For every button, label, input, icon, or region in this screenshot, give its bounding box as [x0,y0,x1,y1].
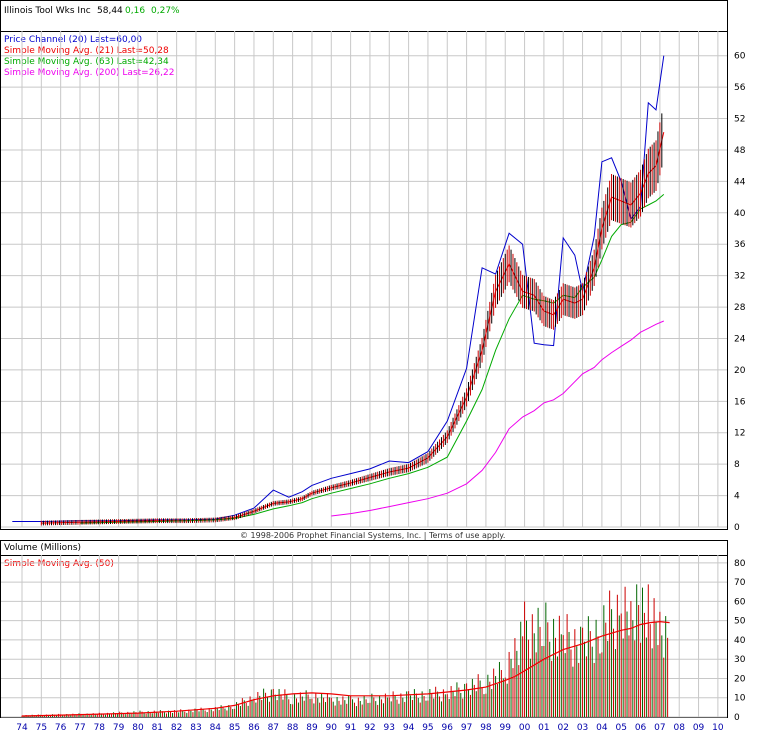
x-tick-label: 92 [364,723,375,733]
x-tick-label: 00 [519,723,531,733]
volume-y-tick-label: 60 [734,597,746,607]
volume-chart-panel: Volume (Millions) Simple Moving Avg. (50… [0,540,728,718]
price-change-percent: 0,27% [151,6,180,16]
x-tick-label: 80 [132,723,144,733]
x-tick-label: 89 [306,723,318,733]
legend-price-channel: Price Channel (20) Last=60,00 [4,35,143,45]
legend-sma-200: Simple Moving Avg. (200) Last=26,22 [4,68,175,78]
price-y-tick-label: 48 [734,146,746,156]
x-tick-label: 74 [16,723,28,733]
x-tick-label: 77 [74,723,85,733]
x-tick-label: 08 [673,723,685,733]
x-tick-label: 85 [229,723,240,733]
price-y-tick-label: 24 [734,334,746,344]
x-tick-label: 82 [171,723,182,733]
x-tick-label: 76 [55,723,67,733]
volume-y-tick-label: 20 [734,674,746,684]
x-tick-label: 10 [712,723,724,733]
x-tick-label: 83 [190,723,201,733]
volume-y-tick-label: 10 [734,694,746,704]
x-tick-label: 79 [113,723,125,733]
x-tick-label: 91 [345,723,356,733]
price-y-tick-label: 4 [734,492,740,502]
volume-y-tick-label: 50 [734,617,746,627]
copyright-notice: © 1998-2006 Prophet Financial Systems, I… [240,531,506,540]
quote-header: Illinois Tool Wks Inc 58,44 0,16 0,27% [1,1,727,32]
x-tick-label: 93 [384,723,395,733]
x-tick-label: 78 [94,723,106,733]
price-series-0-line [12,55,665,522]
price-y-tick-label: 8 [734,460,740,470]
volume-y-tick-label: 70 [734,578,746,588]
volume-header: Volume (Millions) [1,541,727,556]
volume-y-tick-label: 30 [734,655,746,665]
volume-title: Volume (Millions) [4,543,82,553]
x-tick-label: 09 [693,723,705,733]
volume-chart-svg: 74 75 76 77 78 79 80 81 82 83 84 85 86 87 88 89 90 91 92 93… [1,555,746,733]
legend-sma-63: Simple Moving Avg. (63) Last=42,34 [4,57,169,67]
price-series-2-line [79,194,665,524]
price-y-tick-label: 32 [734,272,745,282]
x-tick-label: 88 [287,723,299,733]
legend-sma-21: Simple Moving Avg. (21) Last=50,28 [4,46,169,56]
volume-y-tick-label: 0 [734,713,740,723]
price-y-tick-label: 20 [734,366,746,376]
x-tick-label: 86 [248,723,260,733]
volume-sma-line [21,620,670,717]
price-y-tick-label: 0 [734,523,740,533]
security-name: Illinois Tool Wks Inc [4,6,91,16]
x-tick-label: 05 [616,723,627,733]
price-y-tick-label: 52 [734,115,745,125]
price-change: 0,16 [125,6,146,16]
x-tick-label: 04 [596,723,608,733]
volume-y-tick-label: 80 [734,559,746,569]
price-y-tick-label: 44 [734,177,746,187]
x-tick-label: 97 [461,723,472,733]
x-tick-label: 99 [500,723,512,733]
price-y-tick-label: 28 [734,303,746,313]
last-price: 58,44 [97,6,123,16]
x-tick-label: 96 [442,723,454,733]
x-tick-label: 07 [654,723,665,733]
volume-sma-legend: Simple Moving Avg. (50) [4,559,114,569]
price-chart-panel: Illinois Tool Wks Inc 58,44 0,16 0,27% P… [0,0,728,530]
x-tick-label: 06 [635,723,647,733]
price-y-tick-label: 56 [734,83,746,93]
price-series-3-line [331,320,664,517]
x-tick-label: 98 [480,723,492,733]
x-tick-label: 02 [558,723,569,733]
x-tick-label: 90 [326,723,338,733]
x-tick-label: 87 [268,723,279,733]
volume-y-tick-label: 40 [734,636,746,646]
x-tick-label: 81 [152,723,163,733]
x-tick-label: 84 [210,723,222,733]
x-tick-label: 75 [36,723,47,733]
price-y-tick-label: 36 [734,240,746,250]
x-tick-label: 94 [403,723,415,733]
price-y-tick-label: 40 [734,209,746,219]
x-tick-label: 03 [577,723,588,733]
price-y-tick-label: 12 [734,429,745,439]
price-y-tick-label: 60 [734,52,746,62]
x-tick-label: 95 [422,723,433,733]
x-tick-label: 01 [538,723,549,733]
price-y-tick-label: 16 [734,397,746,407]
